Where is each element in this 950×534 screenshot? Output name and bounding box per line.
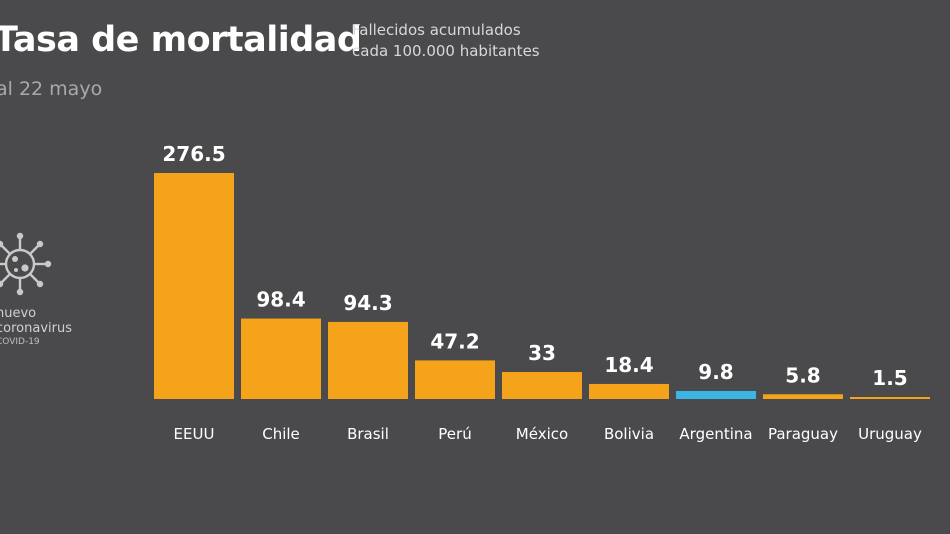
value-label: 94.3 (343, 291, 392, 315)
value-label: 5.8 (785, 363, 820, 387)
bar-brasil (328, 321, 408, 399)
bar-paraguay (763, 394, 843, 399)
date-label: al 22 mayo (0, 78, 103, 100)
brand-line-1: nuevo (0, 306, 37, 321)
bar-perú (415, 360, 495, 399)
brand-logo: nuevo coronavirus COVID-19 (0, 228, 86, 348)
value-label: 33 (528, 341, 556, 365)
chart-subtitle: Fallecidos acumulados cada 100.000 habit… (352, 20, 540, 62)
value-label: 9.8 (698, 360, 733, 384)
category-label: Paraguay (768, 425, 838, 443)
value-label: 47.2 (430, 329, 479, 353)
category-label: Brasil (347, 425, 389, 443)
bar-chile (241, 318, 321, 399)
bar-méxico (502, 372, 582, 399)
subtitle-line-2: cada 100.000 habitantes (352, 42, 540, 60)
category-label: Chile (262, 425, 300, 443)
value-label: 276.5 (162, 142, 225, 166)
bar-bolivia (589, 383, 669, 399)
virus-icon (0, 232, 52, 296)
category-label: Bolivia (604, 425, 654, 443)
brand-line-2: coronavirus (0, 321, 72, 336)
category-label: Uruguay (858, 425, 922, 443)
bar-uruguay (850, 397, 930, 399)
page-title: Tasa de mortalidad (0, 20, 362, 60)
category-label: Argentina (679, 425, 752, 443)
bar-eeuu (154, 173, 234, 399)
subtitle-line-1: Fallecidos acumulados (352, 21, 521, 39)
value-label: 1.5 (872, 366, 907, 390)
category-label: EEUU (174, 425, 215, 443)
value-label: 18.4 (604, 353, 653, 377)
brand-line-3: COVID-19 (0, 337, 40, 347)
category-label: Perú (438, 425, 471, 443)
category-label: México (516, 425, 568, 443)
bar-argentina (676, 390, 756, 399)
value-label: 98.4 (256, 288, 305, 312)
